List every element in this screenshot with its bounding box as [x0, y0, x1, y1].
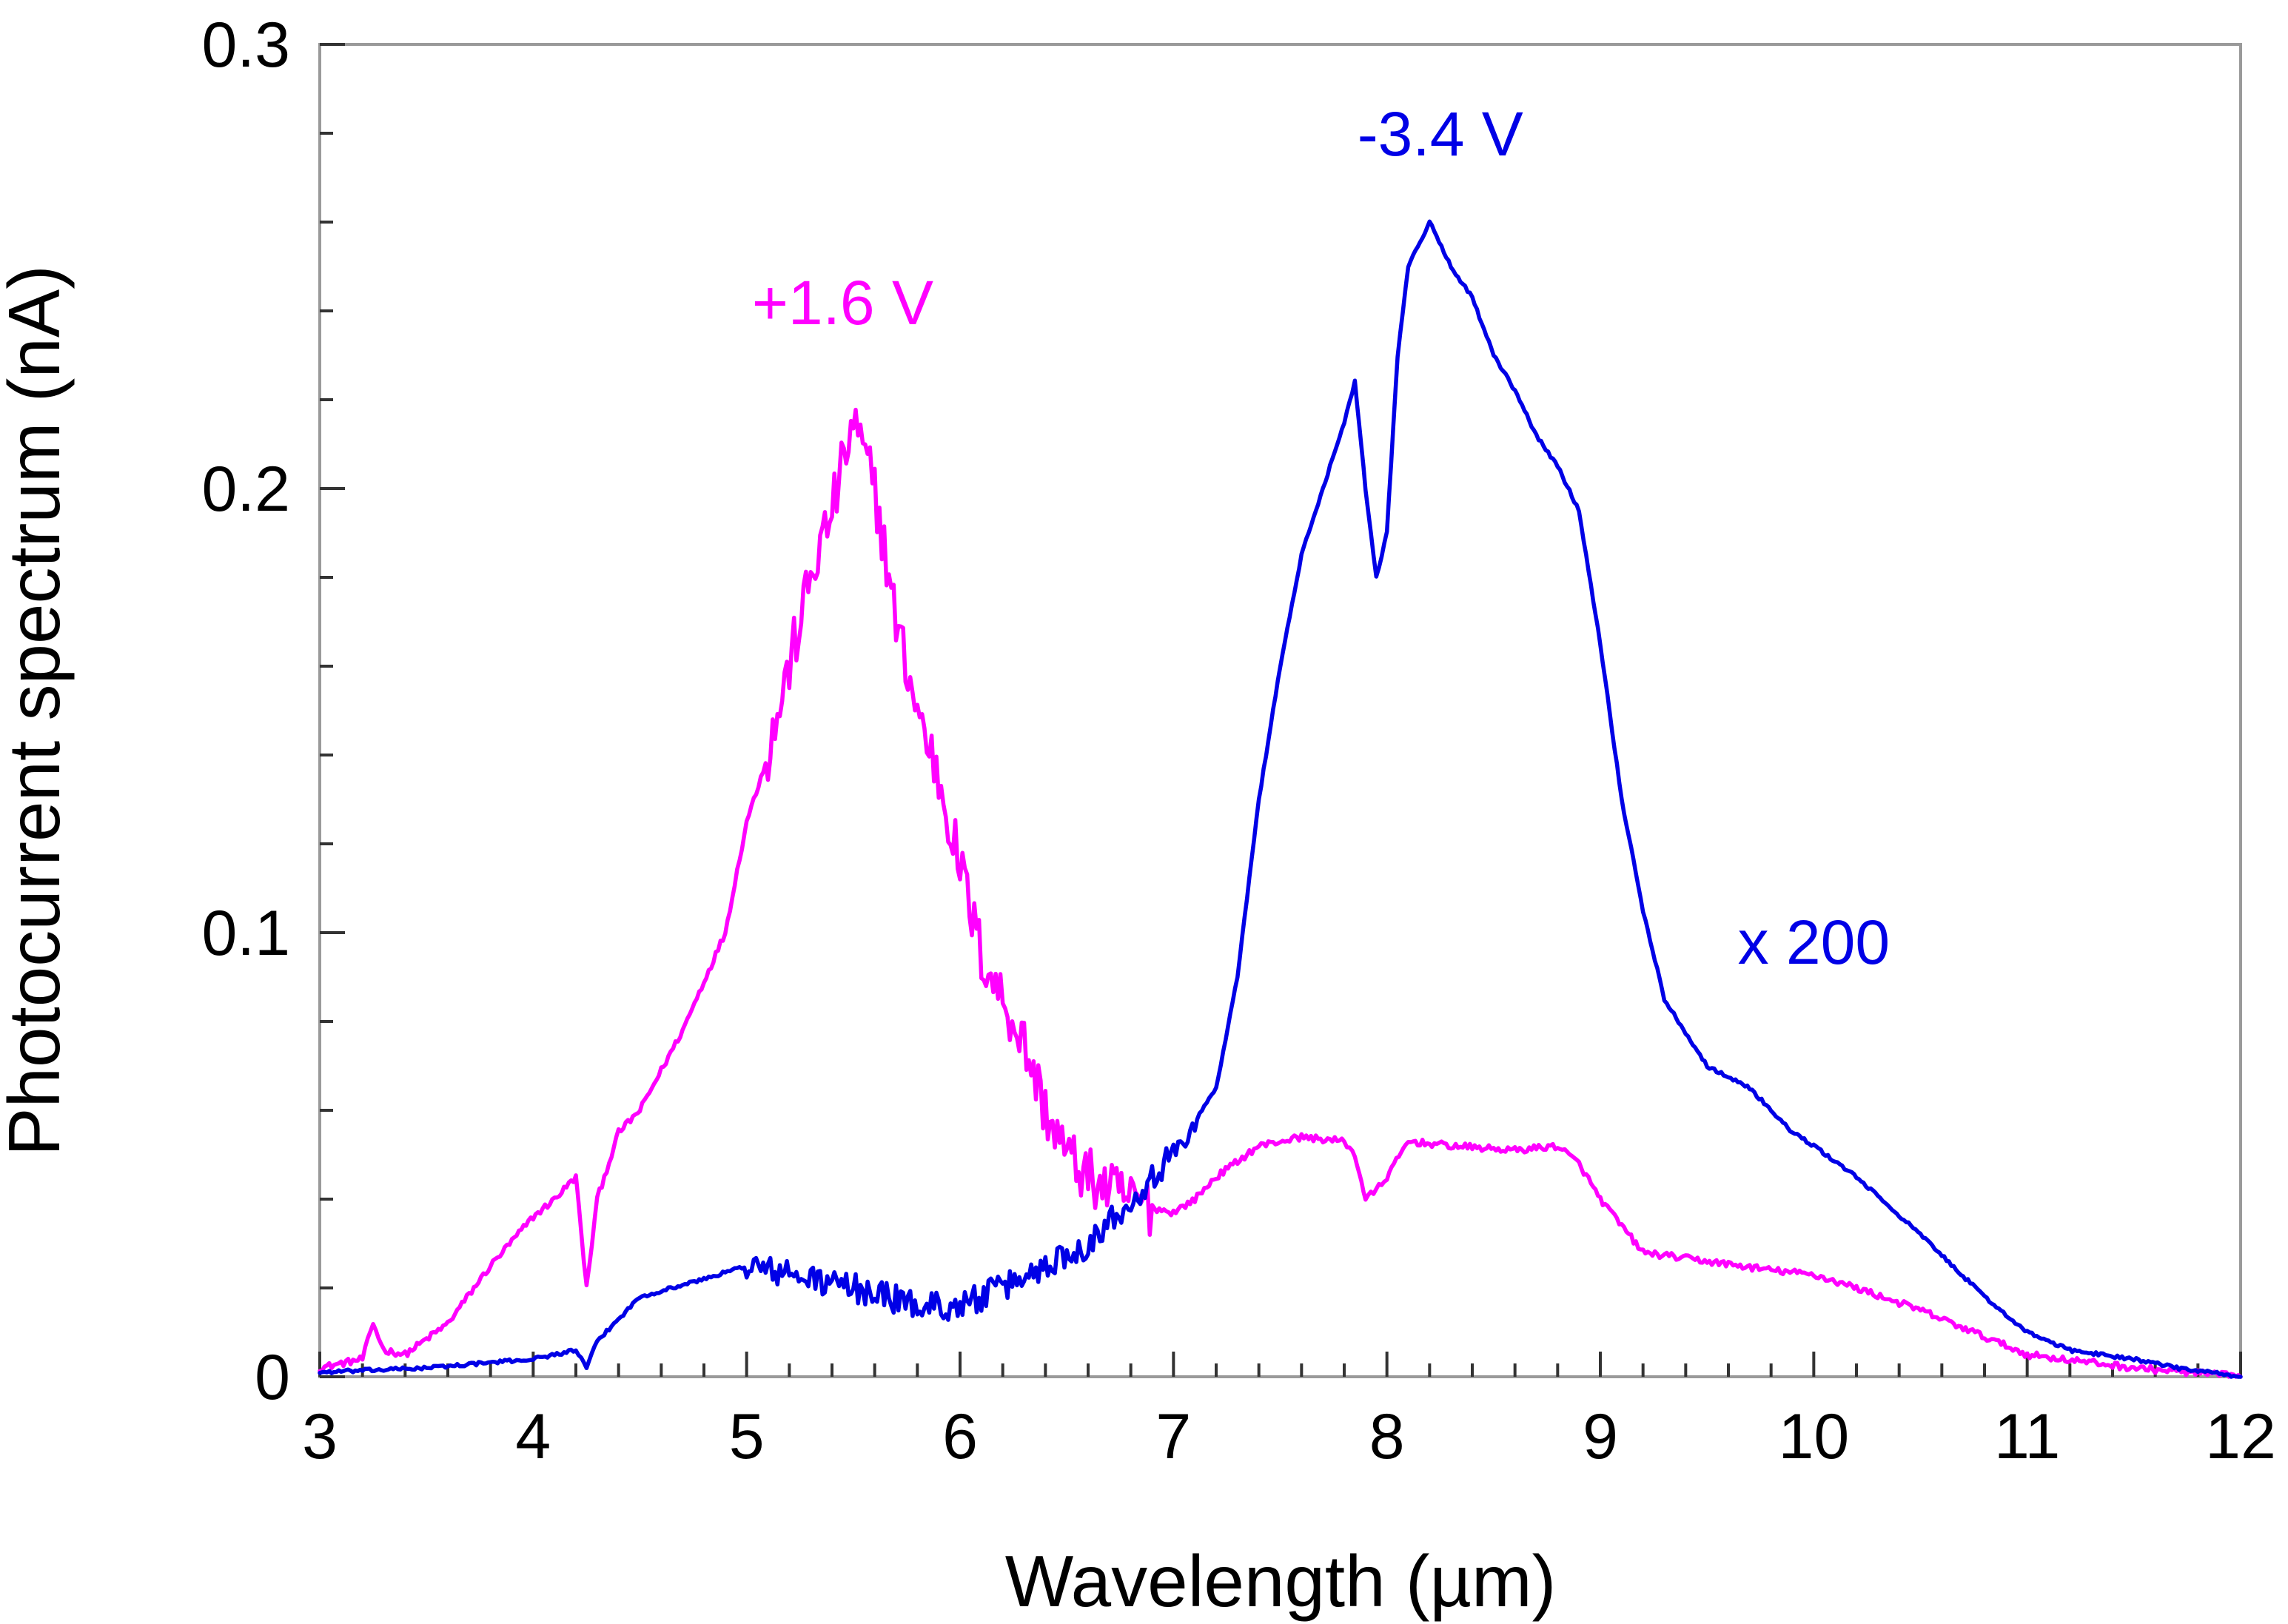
y-tick-label: 0.2: [201, 454, 290, 525]
annotation-label: x 200: [1738, 907, 1891, 977]
y-tick-label: 0.3: [201, 10, 290, 81]
annotation-label: -3.4 V: [1358, 99, 1523, 169]
x-tick-label: 8: [1369, 1401, 1405, 1472]
annotations: -3.4 V +1.6 V x 200: [752, 99, 1890, 977]
x-tick-label: 7: [1155, 1401, 1191, 1472]
y-tick-label: 0.1: [201, 898, 290, 969]
y-axis-label: Photocurrent spectrum (nA): [0, 265, 75, 1156]
x-tick-label: 11: [1994, 1401, 2060, 1472]
y-tick-label: 0: [255, 1342, 290, 1413]
annotation-label: +1.6 V: [752, 268, 933, 338]
x-tick-label: 3: [302, 1401, 338, 1472]
x-tick-label: 6: [942, 1401, 978, 1472]
series-line: [318, 219, 2243, 1379]
x-tick-label: 12: [2205, 1401, 2276, 1472]
series-layer: [318, 219, 2243, 1379]
plot-frame: [318, 43, 2242, 1378]
x-tick-label: 10: [1778, 1401, 1849, 1472]
x-tick-label: 5: [729, 1401, 765, 1472]
series-line: [318, 407, 2243, 1379]
x-tick-label: 4: [515, 1401, 551, 1472]
x-tick-label: 9: [1583, 1401, 1618, 1472]
x-axis-label: Wavelength (µm): [1005, 1540, 1556, 1622]
tick-labels: 3 4 5 6 7 8 9 10 11 12 0 0.1 0.2 0.3: [201, 10, 2275, 1472]
axis-ticks: [318, 43, 2242, 1378]
